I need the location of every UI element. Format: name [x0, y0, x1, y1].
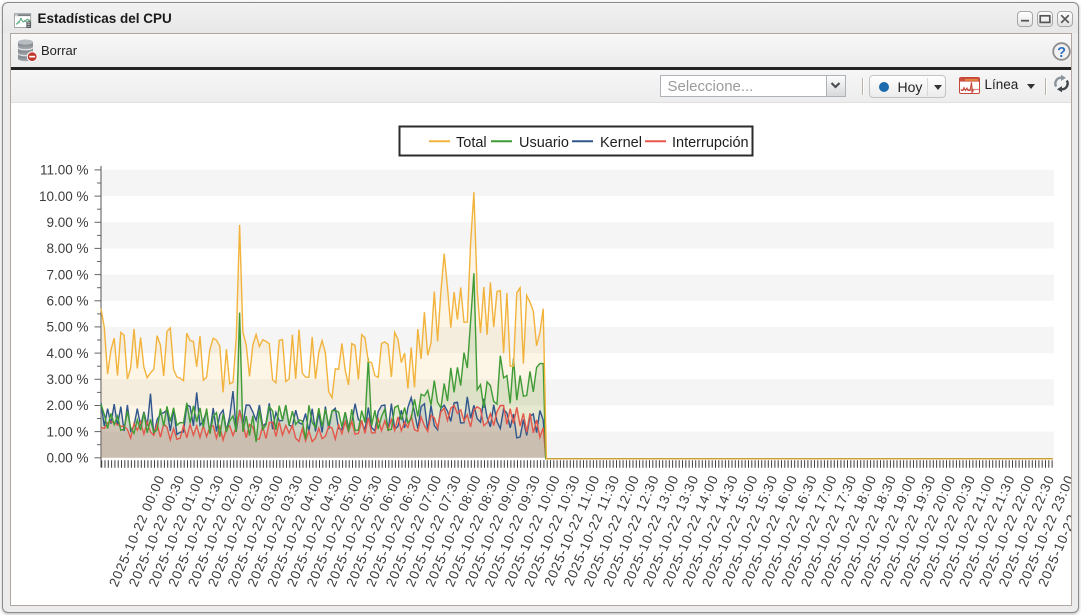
svg-text:11.00 %: 11.00 % [40, 163, 89, 178]
svg-text:6.00 %: 6.00 % [46, 294, 88, 309]
svg-text:Usuario: Usuario [519, 135, 569, 151]
svg-text:8.00 %: 8.00 % [46, 241, 88, 256]
svg-text:1.00 %: 1.00 % [46, 424, 88, 439]
svg-text:Total: Total [456, 135, 487, 151]
svg-text:Kernel: Kernel [600, 135, 642, 151]
svg-text:2.00 %: 2.00 % [46, 398, 88, 413]
svg-text:3.00 %: 3.00 % [46, 372, 88, 387]
svg-text:7.00 %: 7.00 % [46, 267, 88, 282]
svg-text:9.00 %: 9.00 % [46, 215, 88, 230]
svg-text:5.00 %: 5.00 % [46, 320, 88, 335]
svg-text:Interrupción: Interrupción [672, 135, 749, 151]
svg-text:4.00 %: 4.00 % [46, 346, 88, 361]
svg-text:10.00 %: 10.00 % [39, 189, 89, 204]
svg-text:?: ? [1057, 44, 1066, 60]
svg-text:0.00 %: 0.00 % [46, 451, 88, 466]
